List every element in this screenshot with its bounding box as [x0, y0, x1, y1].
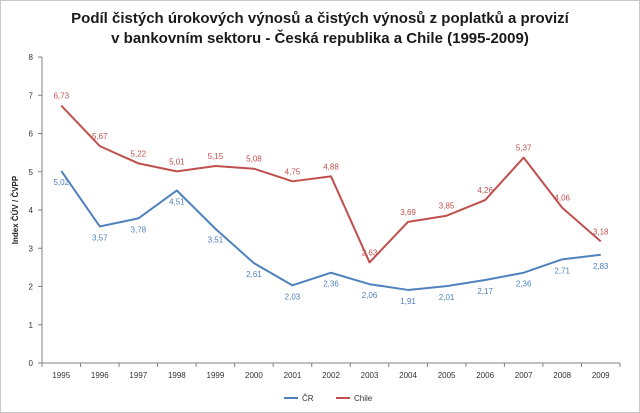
y-tick-label: 1	[29, 321, 34, 330]
data-label: 2,83	[593, 262, 609, 271]
data-label: 2,61	[246, 270, 262, 279]
data-label: 6,73	[53, 92, 69, 101]
data-label: 5,01	[169, 157, 185, 166]
data-label: 3,85	[439, 202, 455, 211]
data-label: 4,88	[323, 162, 339, 171]
x-tick-label: 2007	[515, 371, 533, 380]
x-tick-label: 2004	[399, 371, 417, 380]
data-label: 2,71	[554, 266, 570, 275]
x-tick-label: 1998	[168, 371, 186, 380]
x-tick-label: 1999	[207, 371, 225, 380]
y-tick-label: 2	[29, 283, 34, 292]
x-tick-label: 2005	[438, 371, 456, 380]
data-label: 3,78	[131, 225, 147, 234]
data-label: 5,67	[92, 132, 108, 141]
data-label: 3,18	[593, 227, 609, 236]
legend-label: ČR	[302, 394, 314, 403]
x-axis: 1995 1996 1997 1998 1999 2000 2001 2002 2003 2004…	[41, 362, 621, 380]
series-line-chile	[60, 104, 602, 264]
series-layer	[60, 104, 602, 291]
y-tick-label: 6	[29, 130, 34, 139]
chart-title: Podíl čistých úrokových výnosů a čistých…	[0, 9, 640, 49]
data-label: 5,15	[208, 152, 224, 161]
y-tick-label: 3	[29, 244, 34, 253]
data-label: 2,63	[362, 248, 378, 257]
x-tick-label: 2003	[361, 371, 379, 380]
data-label: 2,03	[285, 292, 301, 301]
x-tick-label: 2001	[284, 371, 302, 380]
legend-label: Chile	[354, 394, 373, 403]
data-label: 2,06	[362, 291, 378, 300]
x-tick-label: 1997	[129, 371, 147, 380]
x-tick-label: 2008	[553, 371, 571, 380]
data-label: 2,01	[439, 293, 455, 302]
y-tick-label: 8	[29, 53, 34, 62]
data-label: 4,26	[477, 186, 493, 195]
data-label: 4,51	[169, 197, 185, 206]
x-tick-label: 1996	[91, 371, 109, 380]
data-label: 3,51	[208, 236, 224, 245]
data-label: 4,06	[554, 194, 570, 203]
y-tick-label: 7	[29, 91, 34, 100]
data-label: 5,22	[131, 149, 147, 158]
x-tick-label: 2000	[245, 371, 263, 380]
y-tick-label: 5	[29, 168, 34, 177]
x-tick-label: 1995	[52, 371, 70, 380]
data-label: 3,69	[400, 208, 416, 217]
data-label: 5,08	[246, 155, 262, 164]
y-axis-title: Index ČÚV / ČVPP	[11, 175, 20, 244]
series-line-cr	[60, 170, 601, 291]
data-label: 2,17	[477, 287, 493, 296]
y-axis: 0 1 2 3 4 5 6 7 8	[29, 53, 43, 368]
data-label: 5,37	[516, 144, 532, 153]
data-label: 3,57	[92, 233, 108, 242]
data-label: 1,91	[400, 297, 416, 306]
x-tick-label: 2002	[322, 371, 340, 380]
legend: ČR Chile	[284, 394, 373, 403]
data-labels: 5,02 3,57 3,78 4,51 3,51 2,61 2,03 2,36 2,06 1,91…	[53, 92, 609, 306]
x-tick-label: 2006	[476, 371, 494, 380]
data-label: 2,36	[516, 280, 532, 289]
y-tick-label: 0	[29, 359, 34, 368]
data-label: 2,36	[323, 280, 339, 289]
y-tick-label: 4	[29, 206, 34, 215]
x-tick-label: 2009	[592, 371, 610, 380]
data-label: 4,75	[285, 167, 301, 176]
data-label: 5,02	[53, 178, 69, 187]
chart-title-line-1: Podíl čistých úrokových výnosů a čistých…	[71, 10, 569, 27]
chart-title-line-2: v bankovním sektoru - Česká republika a …	[111, 30, 529, 47]
